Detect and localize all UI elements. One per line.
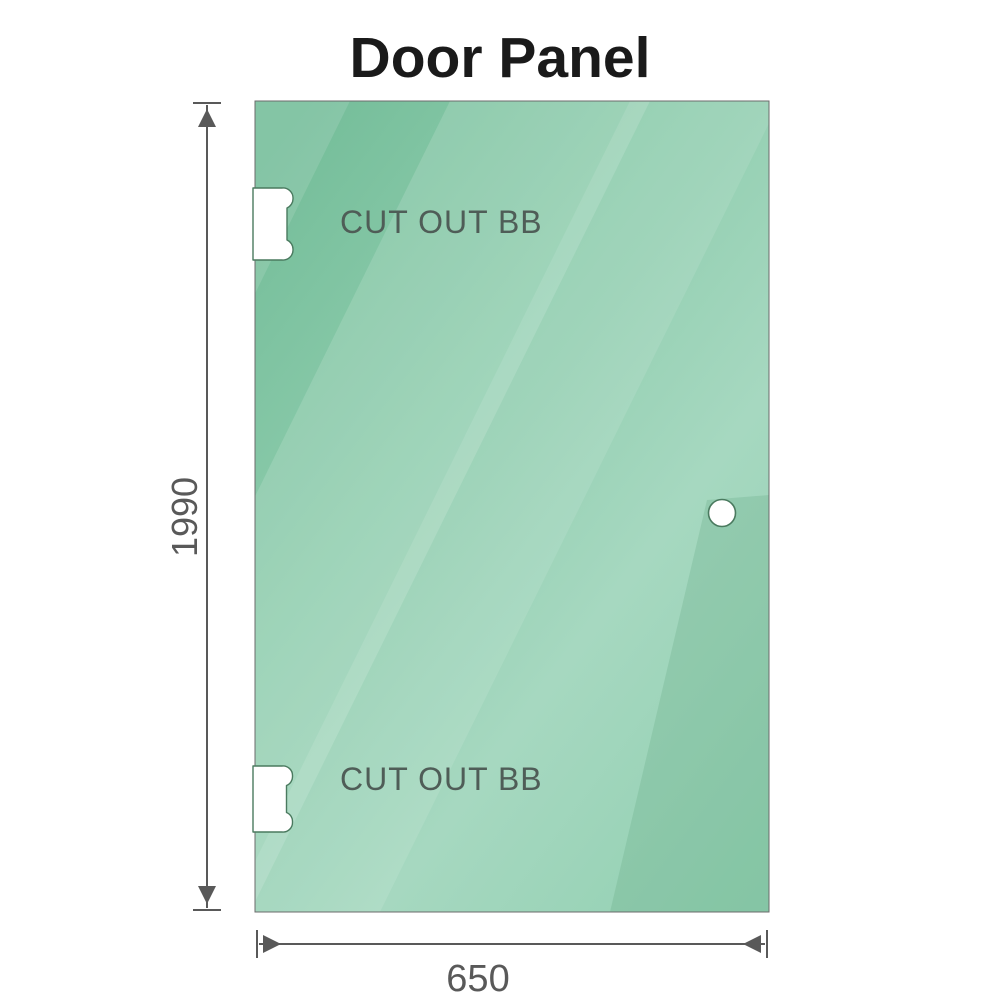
svg-text:CUT OUT BB: CUT OUT BB [340, 761, 543, 797]
svg-text:1990: 1990 [164, 477, 205, 557]
svg-text:CUT OUT BB: CUT OUT BB [340, 204, 543, 240]
svg-text:650: 650 [446, 958, 509, 1000]
